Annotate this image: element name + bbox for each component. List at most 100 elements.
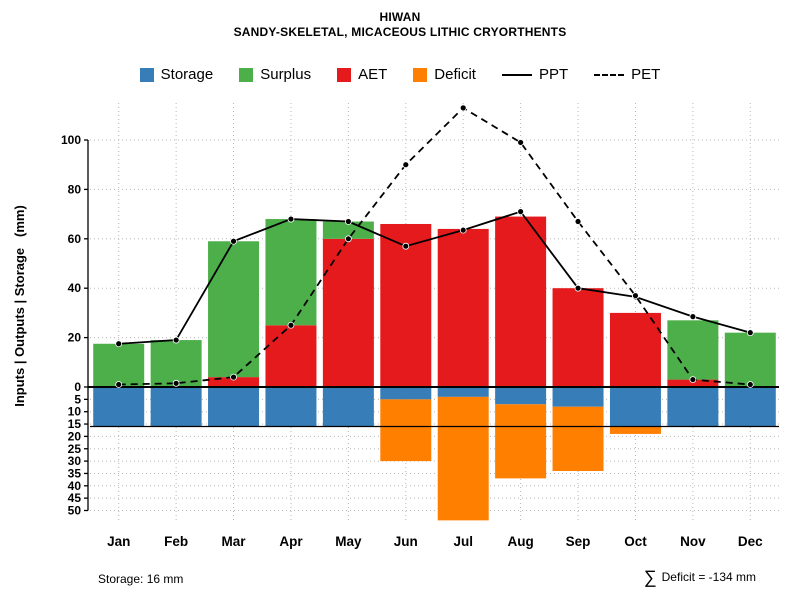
y-tick-label-neg5: 5 (74, 392, 81, 406)
surplus-bar-dec (724, 332, 776, 387)
y-tick-label-neg10: 10 (68, 405, 82, 419)
ppt-point-jul (459, 226, 467, 234)
chart-legend: Storage Surplus AET Deficit PPT PET (0, 66, 800, 83)
pet-point-apr (287, 321, 295, 329)
storage-bar-aug (495, 387, 547, 405)
pet-point-jan (115, 381, 123, 388)
legend-item-storage: Storage (139, 66, 214, 83)
surplus-bar-jan (93, 343, 145, 387)
ppt-point-may (344, 218, 352, 225)
y-tick-label-neg45: 45 (68, 491, 82, 505)
x-tick-label-apr: Apr (279, 534, 303, 549)
pet-point-dec (746, 381, 754, 388)
legend-label-storage: Storage (160, 66, 214, 83)
surplus-bar-nov (667, 320, 719, 380)
pet-point-aug (517, 139, 525, 146)
surplus-bar-mar (208, 241, 260, 378)
aet-bar-nov (667, 379, 719, 387)
aet-bar-apr (265, 325, 317, 387)
pet-point-mar (230, 373, 237, 381)
aet-bar-aug (495, 216, 547, 387)
legend-item-deficit: Deficit (413, 66, 476, 83)
legend-line-sample-pet (594, 73, 625, 76)
aet-bar-may (322, 238, 374, 387)
x-tick-label-feb: Feb (164, 534, 188, 549)
x-tick-label-mar: Mar (222, 534, 247, 549)
sigma-symbol: ∑ (643, 567, 657, 587)
storage-bar-apr (265, 387, 317, 427)
x-tick-label-jan: Jan (107, 534, 130, 549)
x-tick-label-oct: Oct (624, 534, 647, 549)
deficit-bar-oct (609, 426, 661, 434)
y-tick-label-neg15: 15 (68, 417, 82, 431)
pet-point-sep (574, 218, 582, 225)
pet-point-jun (402, 161, 410, 169)
deficit-bar-aug (495, 404, 547, 479)
y-tick-label-neg25: 25 (68, 442, 82, 456)
x-tick-label-sep: Sep (566, 534, 591, 549)
storage-bar-oct (609, 387, 661, 427)
legend-swatch-storage (139, 67, 154, 82)
y-tick-label-0: 0 (74, 380, 81, 394)
x-tick-label-dec: Dec (738, 534, 763, 549)
y-tick-label-80: 80 (68, 182, 82, 196)
legend-label-deficit: Deficit (434, 66, 476, 83)
legend-label-pet: PET (631, 66, 661, 83)
ppt-point-aug (517, 208, 525, 216)
pet-point-feb (172, 379, 180, 387)
deficit-bar-jul (437, 396, 489, 521)
ppt-point-nov (689, 313, 697, 321)
storage-bar-dec (724, 387, 776, 427)
chart-subtitle: SANDY-SKELETAL, MICACEOUS LITHIC CRYORTH… (233, 25, 567, 39)
aet-bar-jul (437, 228, 489, 387)
deficit-bar-sep (552, 406, 604, 471)
storage-bar-jul (437, 387, 489, 397)
ppt-point-apr (287, 215, 295, 223)
x-tick-label-jun: Jun (394, 534, 418, 549)
aet-bar-sep (552, 288, 604, 387)
deficit-sum-note: ∑ Deficit = -134 mm (644, 568, 756, 586)
storage-bar-mar (208, 387, 260, 427)
storage-bar-jan (93, 387, 145, 427)
storage-note: Storage: 16 mm (98, 572, 184, 586)
y-tick-label-20: 20 (68, 331, 82, 345)
ppt-point-mar (230, 237, 237, 245)
y-tick-label-neg50: 50 (68, 504, 82, 518)
pet-point-nov (689, 376, 697, 383)
aet-bar-oct (609, 312, 661, 387)
ppt-point-sep (574, 284, 582, 292)
y-tick-label-neg40: 40 (68, 479, 82, 493)
legend-swatch-aet (337, 67, 352, 82)
deficit-sum-text: Deficit = -134 mm (661, 570, 756, 584)
x-tick-label-nov: Nov (680, 534, 706, 549)
legend-line-sample-ppt (501, 73, 532, 76)
ppt-line (118, 210, 751, 345)
surplus-bar-feb (150, 340, 202, 387)
y-tick-label-40: 40 (68, 281, 82, 295)
deficit-bar-jun (380, 399, 432, 462)
storage-bar-sep (552, 387, 604, 407)
surplus-bar-may (322, 221, 374, 239)
x-tick-label-may: May (335, 534, 362, 549)
y-tick-label-60: 60 (68, 232, 82, 246)
ppt-point-jan (115, 340, 123, 348)
legend-item-ppt: PPT (501, 66, 568, 83)
storage-bar-jun (380, 387, 432, 400)
chart-title: HIWAN (379, 10, 421, 24)
ppt-point-dec (746, 329, 754, 337)
y-tick-label-neg20: 20 (68, 429, 82, 443)
legend-item-pet: PET (594, 66, 660, 83)
storage-bar-may (322, 387, 374, 427)
x-tick-label-jul: Jul (453, 534, 473, 549)
pet-point-jul (459, 104, 467, 112)
legend-item-surplus: Surplus (239, 66, 311, 83)
legend-swatch-deficit (413, 67, 428, 82)
surplus-bar-apr (265, 219, 317, 326)
y-tick-label-neg35: 35 (68, 466, 82, 480)
storage-bar-nov (667, 387, 719, 427)
aet-bar-jun (380, 223, 432, 387)
legend-label-aet: AET (358, 66, 388, 83)
y-tick-label-neg30: 30 (68, 454, 82, 468)
x-tick-label-aug: Aug (508, 534, 534, 549)
